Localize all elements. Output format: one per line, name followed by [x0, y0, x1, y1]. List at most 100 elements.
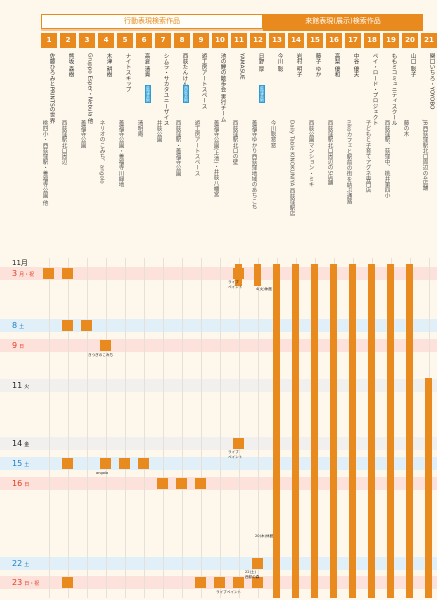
date-row — [0, 267, 437, 280]
column-venue: 井荻公園 — [155, 120, 162, 143]
date-row — [0, 437, 437, 450]
grid-line — [49, 258, 50, 598]
column-venue: 西荻窪駅・善福寺公園 — [174, 120, 181, 176]
grid-line — [87, 258, 88, 598]
grid-line — [68, 258, 69, 598]
schedule-bar — [368, 264, 375, 598]
column-venue: nikoカフェと駅前の街を結ぶ通路 — [345, 120, 352, 205]
schedule-bar — [311, 264, 318, 598]
month-label: 11月 — [12, 259, 28, 267]
column-number: 1 — [41, 33, 57, 48]
column-number: 13 — [269, 33, 285, 48]
column-title: Gruppo Esper・Nebula 他 — [86, 53, 93, 124]
column-number: 17 — [345, 33, 361, 48]
date-label: 16 日 — [12, 479, 30, 488]
date-label: 23 日・祝 — [12, 578, 40, 587]
grid-line — [182, 258, 183, 598]
grid-line — [144, 258, 145, 598]
date-row — [0, 557, 437, 570]
column-number: 21 — [421, 33, 437, 48]
schedule-bar — [406, 264, 413, 598]
column-venue: Daily Table KINOKUNIYA 西荻窪駅店 — [288, 120, 295, 217]
column-number: 15 — [307, 33, 323, 48]
schedule-bar — [273, 264, 280, 598]
schedule-block — [252, 577, 263, 588]
column-number: 16 — [326, 33, 342, 48]
date-row — [0, 319, 437, 332]
column-title: 山口 聡子 — [409, 53, 416, 78]
column-venue: 清明庵 — [136, 120, 143, 137]
column-number: 11 — [231, 33, 247, 48]
date-label: 3 月・祝 — [12, 269, 35, 278]
schedule-note: ライブ ペイント — [228, 450, 243, 459]
schedule-bar — [349, 264, 356, 598]
column-venue: JR西荻窪駅北口周辺の4店舗 — [421, 120, 428, 191]
column-number: 7 — [155, 33, 171, 48]
column-venue: 西荻公園マンション・ミキ — [307, 120, 314, 188]
column-title: 高倉 清貴 — [143, 53, 150, 78]
header-left-line — [41, 29, 263, 31]
date-row — [0, 477, 437, 490]
schedule-note: angolo — [96, 471, 109, 475]
schedule-block — [62, 268, 73, 279]
schedule-block — [195, 577, 206, 588]
column-title: ナイトスキップ — [124, 53, 131, 93]
schedule-bar — [292, 264, 299, 598]
schedule-note: 4(火)休館 — [256, 287, 272, 291]
schedule-block — [62, 577, 73, 588]
schedule-block — [81, 320, 92, 331]
column-badge: 荻窪芸術 — [145, 85, 151, 103]
column-venue: ネリオのこみち、angolo — [98, 120, 105, 184]
column-title: 佐藤ひろみとPRINTSの世界 — [48, 53, 55, 124]
column-venue: 子どもと子育てアグネ専門店 — [364, 120, 371, 193]
schedule-bar — [254, 264, 261, 286]
schedule-block — [195, 478, 206, 489]
column-title: 高梨 優和 — [333, 53, 340, 78]
column-number: 18 — [364, 33, 380, 48]
schedule-block — [233, 577, 244, 588]
column-number: 2 — [60, 33, 76, 48]
column-number: 6 — [136, 33, 152, 48]
date-label: 22 土 — [12, 559, 30, 568]
column-venue: 今川聡窓窓 — [269, 120, 276, 148]
header-right-line — [263, 29, 423, 31]
column-title: 藤子 ゆか — [314, 53, 321, 78]
header-right-title: 来館表現(展示)検索作品 — [263, 14, 423, 29]
column-title: 中谷 優夫 — [352, 53, 359, 78]
date-label: 14 金 — [12, 439, 30, 448]
column-venue: 藤の木 — [402, 120, 409, 137]
column-number: 19 — [383, 33, 399, 48]
column-title: シムラ・サカタユニーザイス — [162, 53, 169, 126]
schedule-bar — [425, 378, 432, 598]
column-number: 20 — [402, 33, 418, 48]
schedule-block — [252, 558, 263, 569]
column-venue: 西荻窪駅北口の壁 — [231, 120, 238, 165]
date-label: 15 土 — [12, 459, 30, 468]
column-venue: 善福寺ゆかり西荻窪地域のあちこち — [250, 120, 257, 210]
column-venue: 遊工房アートスペース — [193, 120, 200, 176]
column-title: 池の鯉の散歩会 実行チーム — [219, 53, 226, 122]
date-label: 11 火 — [12, 381, 30, 390]
column-title: YAMASUE — [238, 53, 245, 80]
schedule-block — [138, 458, 149, 469]
column-title: 関口いちろ・YOYOBO — [428, 53, 435, 110]
schedule-block — [100, 340, 111, 351]
column-number: 8 — [174, 33, 190, 48]
column-title: 今川 聡 — [276, 53, 283, 72]
schedule-block — [43, 268, 54, 279]
column-venue: 西荻窪駅北口周辺 — [60, 120, 67, 165]
column-title: 木津 耕樹 — [105, 53, 112, 78]
grid-line — [258, 258, 259, 598]
column-venue: 西荻窪駅北口周辺の5店舗 — [326, 120, 333, 186]
grid-line — [106, 258, 107, 598]
column-venue: 西荻窪駅、荻窪中、桃井第四小 — [383, 120, 390, 199]
grid-line — [201, 258, 202, 598]
date-row — [0, 379, 437, 392]
schedule-block — [62, 458, 73, 469]
column-venue: 善福寺公園(上池)・井荻八幡宮 — [212, 120, 219, 198]
column-title: ペイ・ロード・プロジェクト — [371, 53, 378, 126]
grid-line — [220, 258, 221, 598]
